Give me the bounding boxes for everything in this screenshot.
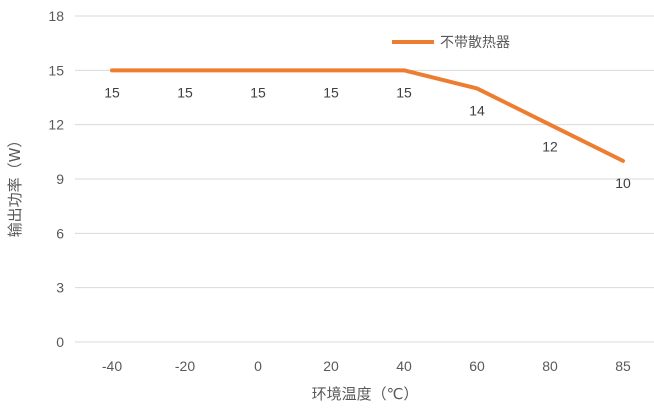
x-tick-label: -40 <box>102 358 122 374</box>
data-labels: 15 15 15 15 15 14 12 10 <box>104 84 631 191</box>
x-axis-title: 环境温度（℃） <box>312 385 419 403</box>
data-label: 15 <box>323 84 339 100</box>
x-tick-label: 85 <box>615 358 631 374</box>
data-label: 15 <box>396 84 412 100</box>
data-label: 12 <box>542 139 558 155</box>
y-tick-label: 15 <box>48 62 64 78</box>
series-line <box>110 68 625 163</box>
y-tick-label: 12 <box>48 117 64 133</box>
y-tick-label: 0 <box>56 334 64 350</box>
x-axis-ticks: -40 -20 0 20 40 60 80 85 <box>102 358 631 374</box>
data-label: 14 <box>469 102 485 118</box>
y-tick-label: 9 <box>56 171 64 187</box>
x-tick-label: 60 <box>469 358 485 374</box>
y-axis-title: 输出功率（W） <box>6 133 24 238</box>
x-tick-label: -20 <box>175 358 195 374</box>
x-tick-label: 20 <box>323 358 339 374</box>
legend: 不带散热器 <box>392 35 510 51</box>
data-label: 15 <box>104 84 120 100</box>
data-label: 15 <box>177 84 193 100</box>
grid-lines <box>75 15 654 343</box>
x-tick-label: 0 <box>254 358 262 374</box>
y-tick-label: 3 <box>56 280 64 296</box>
data-label: 10 <box>615 175 631 191</box>
y-tick-label: 18 <box>48 8 64 24</box>
y-tick-label: 6 <box>56 225 64 241</box>
legend-label: 不带散热器 <box>440 35 510 51</box>
x-tick-label: 80 <box>542 358 558 374</box>
data-label: 15 <box>250 84 266 100</box>
x-tick-label: 40 <box>396 358 412 374</box>
series-lines <box>110 68 625 163</box>
y-axis-ticks: 0 3 6 9 12 15 18 <box>48 8 64 350</box>
